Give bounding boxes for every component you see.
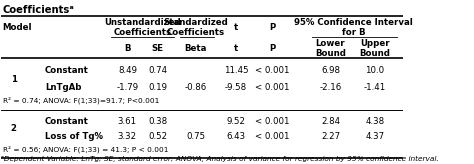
Text: 0.19: 0.19 <box>148 83 167 92</box>
Text: Constant: Constant <box>45 66 89 75</box>
Text: -9.58: -9.58 <box>225 83 247 92</box>
Text: < 0.001: < 0.001 <box>255 117 290 125</box>
Text: P: P <box>269 23 275 32</box>
Text: 1: 1 <box>11 75 17 84</box>
Text: 8.49: 8.49 <box>118 66 137 75</box>
Text: 0.52: 0.52 <box>148 132 167 141</box>
Text: P: P <box>269 44 275 53</box>
Text: Model: Model <box>3 23 32 32</box>
Text: R² = 0.56; ANOVA: F(1;33) = 41.3; P < 0.001: R² = 0.56; ANOVA: F(1;33) = 41.3; P < 0.… <box>3 146 168 153</box>
Text: Constant: Constant <box>45 117 89 125</box>
Text: -2.16: -2.16 <box>319 83 342 92</box>
Text: 4.38: 4.38 <box>365 117 384 125</box>
Text: Beta: Beta <box>184 44 207 53</box>
Text: 11.45: 11.45 <box>224 66 248 75</box>
Text: t: t <box>234 23 238 32</box>
Text: R² = 0.74; ANOVA: F(1;33)=91.7; P<0.001: R² = 0.74; ANOVA: F(1;33)=91.7; P<0.001 <box>3 97 159 104</box>
Text: -0.86: -0.86 <box>185 83 207 92</box>
Text: 4.37: 4.37 <box>365 132 384 141</box>
Text: 2: 2 <box>11 124 17 133</box>
Text: Unstandardized
Coefficients: Unstandardized Coefficients <box>104 18 181 37</box>
Text: 95% Confidence Interval
for B: 95% Confidence Interval for B <box>294 18 413 37</box>
Text: SE: SE <box>152 44 164 53</box>
Text: Standardized
Coefficients: Standardized Coefficients <box>164 18 228 37</box>
Text: 0.38: 0.38 <box>148 117 167 125</box>
Text: 0.74: 0.74 <box>148 66 167 75</box>
Text: 3.61: 3.61 <box>118 117 137 125</box>
Text: 10.0: 10.0 <box>365 66 384 75</box>
Text: 0.75: 0.75 <box>186 132 205 141</box>
Text: < 0.001: < 0.001 <box>255 66 290 75</box>
Text: 6.43: 6.43 <box>227 132 246 141</box>
Text: -1.41: -1.41 <box>364 83 386 92</box>
Text: t: t <box>234 44 238 53</box>
Text: 3.32: 3.32 <box>118 132 137 141</box>
Text: 2.84: 2.84 <box>321 117 340 125</box>
Text: Lower
Bound: Lower Bound <box>315 39 346 58</box>
Text: Loss of Tg%: Loss of Tg% <box>45 132 103 141</box>
Text: Coefficientsᵃ: Coefficientsᵃ <box>3 5 74 15</box>
Text: < 0.001: < 0.001 <box>255 132 290 141</box>
Text: < 0.001: < 0.001 <box>255 83 290 92</box>
Text: 6.98: 6.98 <box>321 66 340 75</box>
Text: 2.27: 2.27 <box>321 132 340 141</box>
Text: 9.52: 9.52 <box>227 117 246 125</box>
Text: Upper
Bound: Upper Bound <box>359 39 390 58</box>
Text: B: B <box>124 44 131 53</box>
Text: LnTgAb: LnTgAb <box>45 83 82 92</box>
Text: -1.79: -1.79 <box>116 83 138 92</box>
Text: ᵃDependent Variable: LnTg; SE, standard error; ANOVA, Analysis of variance for r: ᵃDependent Variable: LnTg; SE, standard … <box>0 156 438 162</box>
